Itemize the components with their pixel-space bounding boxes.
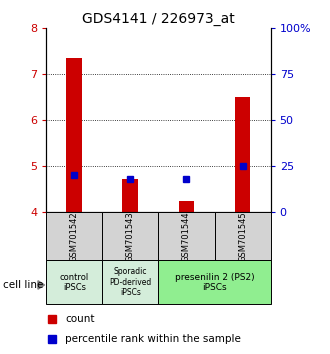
Text: Sporadic
PD-derived
iPSCs: Sporadic PD-derived iPSCs [109, 267, 151, 297]
Bar [158, 260, 271, 304]
Bar [158, 212, 215, 260]
Text: GSM701544: GSM701544 [182, 211, 191, 262]
Bar [46, 260, 102, 304]
Bar [235, 97, 250, 212]
Title: GDS4141 / 226973_at: GDS4141 / 226973_at [82, 12, 235, 26]
Polygon shape [38, 281, 45, 289]
Text: presenilin 2 (PS2)
iPSCs: presenilin 2 (PS2) iPSCs [175, 273, 254, 292]
Bar [214, 212, 271, 260]
Text: percentile rank within the sample: percentile rank within the sample [65, 334, 241, 344]
Text: GSM701545: GSM701545 [238, 211, 247, 262]
Bar [102, 212, 158, 260]
Bar [46, 212, 102, 260]
Bar [66, 58, 82, 212]
Text: count: count [65, 314, 95, 324]
Bar [179, 201, 194, 212]
Text: cell line: cell line [3, 280, 44, 290]
Text: GSM701542: GSM701542 [70, 211, 79, 262]
Text: control
iPSCs: control iPSCs [60, 273, 89, 292]
Bar [102, 260, 158, 304]
Bar [122, 179, 138, 212]
Text: GSM701543: GSM701543 [126, 211, 135, 262]
